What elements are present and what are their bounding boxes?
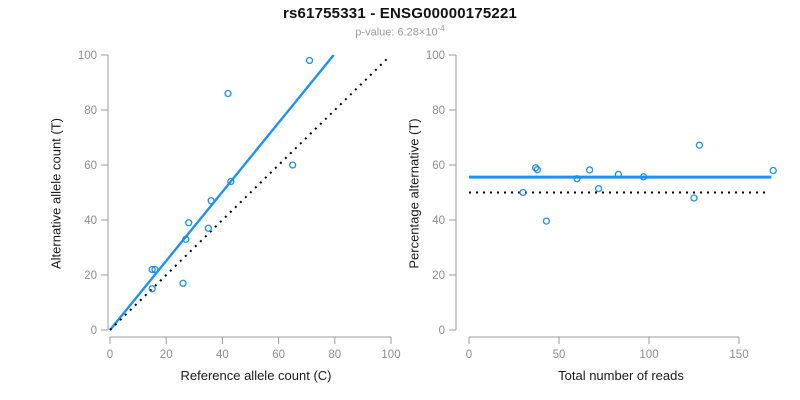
p-value-exponent: -4 (437, 24, 445, 33)
identity-line (109, 57, 389, 331)
p-value-subtitle: p-value: 6.28×10-4 (0, 24, 800, 39)
x-tick-label: 0 (466, 349, 472, 361)
y-tick-label: 60 (84, 160, 97, 172)
data-point (542, 217, 551, 225)
y-tick-label: 40 (84, 215, 97, 227)
x-tick-label: 0 (107, 349, 113, 361)
data-point (151, 265, 159, 274)
regression-line (109, 54, 335, 331)
data-point (182, 235, 190, 243)
right-scatter-panel: 0 20 40 60 80 100 0 50 100 150 (426, 50, 777, 361)
data-point (305, 56, 314, 65)
x-tick-label: 40 (216, 349, 229, 361)
data-point (639, 173, 648, 181)
y-tick-label: 60 (432, 160, 445, 172)
data-point (224, 89, 232, 98)
left-y-axis-label: Alternative allele count (T) (48, 118, 64, 270)
p-value-text: p-value: 6.28×10 (355, 26, 438, 39)
y-tick-label: 80 (84, 105, 97, 117)
data-point (531, 164, 540, 172)
data-point (769, 166, 777, 175)
data-point (573, 175, 581, 183)
y-tick-label: 100 (78, 50, 97, 62)
data-point (179, 279, 187, 287)
data-point (227, 177, 235, 186)
left-x-axis-label: Reference allele count (C) (180, 368, 332, 383)
data-point (695, 141, 704, 149)
data-point (533, 166, 542, 174)
y-tick-label: 20 (432, 270, 445, 282)
right-y-axis-label: Percentage alternative (T) (406, 118, 422, 269)
y-tick-label: 0 (91, 325, 97, 337)
left-scatter-panel: 0 20 40 60 80 100 0 20 40 60 80 100 (78, 50, 401, 361)
x-tick-label: 100 (381, 349, 400, 361)
data-point (185, 219, 193, 227)
data-point (207, 197, 215, 205)
data-point (148, 285, 156, 293)
x-tick-label: 60 (272, 349, 285, 361)
x-tick-label: 20 (160, 349, 173, 361)
data-point (585, 166, 594, 174)
data-point (614, 170, 623, 179)
data-point (204, 224, 213, 232)
y-tick-label: 40 (432, 215, 445, 227)
x-tick-label: 50 (553, 349, 566, 361)
x-tick-label: 150 (729, 349, 748, 361)
x-tick-label: 100 (639, 349, 658, 361)
data-point (690, 194, 698, 202)
data-point (594, 184, 603, 193)
data-point (288, 161, 297, 169)
y-tick-label: 80 (432, 105, 445, 117)
page-title: rs61755331 - ENSG00000175221 (282, 5, 518, 22)
x-tick-label: 80 (328, 349, 341, 361)
data-point (519, 188, 527, 197)
right-x-axis-label: Total number of reads (558, 368, 684, 383)
y-tick-label: 20 (84, 270, 97, 282)
y-tick-label: 0 (439, 325, 445, 337)
data-point (148, 265, 156, 274)
y-tick-label: 100 (426, 50, 445, 62)
